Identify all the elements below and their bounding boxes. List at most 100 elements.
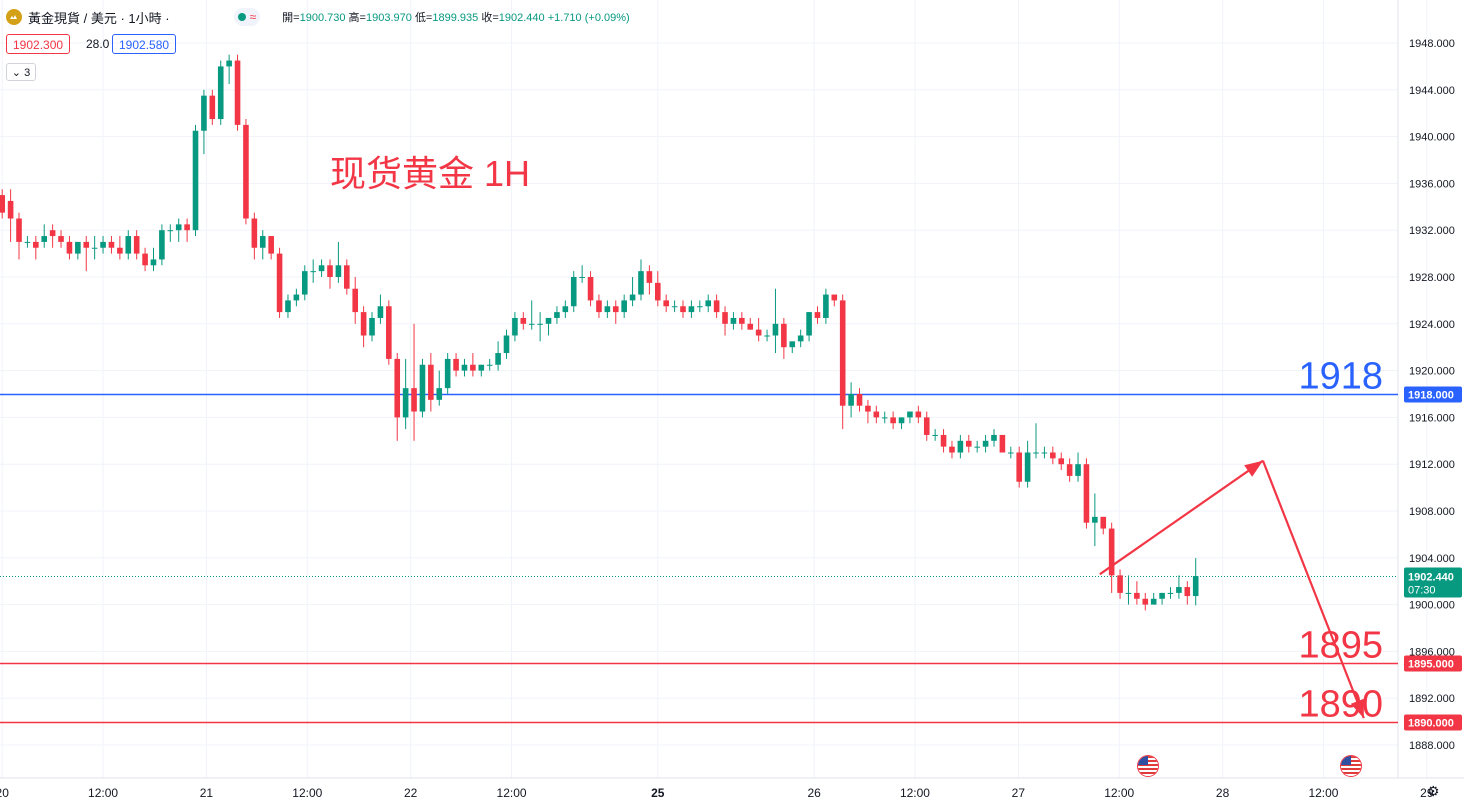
- last-price-tag: [1404, 567, 1462, 598]
- candle-body: [125, 236, 132, 254]
- candle-body: [419, 364, 426, 412]
- candle-body: [503, 335, 510, 354]
- us-flag-icon[interactable]: [1138, 756, 1158, 776]
- y-tick-label: 1944.000: [1409, 85, 1455, 97]
- candle-body: [739, 317, 745, 324]
- candle-body: [234, 60, 241, 125]
- candle-body: [377, 306, 384, 318]
- annotation-title: 现货黄金 1H: [330, 153, 530, 194]
- candle-body: [411, 388, 417, 412]
- indicators-collapse-button[interactable]: ⌄ 3: [6, 63, 36, 81]
- candle-body: [1117, 575, 1123, 593]
- gear-icon[interactable]: ⚙: [1427, 783, 1440, 799]
- candle-body: [16, 218, 22, 242]
- candle-body: [133, 236, 140, 254]
- symbol-title[interactable]: 黃金現貨 / 美元 · 1小時 ·: [28, 10, 170, 26]
- y-tick-label: 1912.000: [1409, 459, 1455, 471]
- candle-body: [251, 218, 258, 248]
- low-value: 1899.935: [432, 12, 479, 24]
- candle-body: [747, 323, 754, 330]
- candle-body: [856, 394, 863, 406]
- projection-arrow: [1261, 460, 1365, 719]
- candle-body: [1058, 458, 1065, 465]
- candle-body: [528, 323, 535, 325]
- candle-body: [33, 241, 39, 248]
- candle-body: [755, 329, 762, 336]
- open-label: 開=: [282, 12, 300, 24]
- candle-body: [436, 388, 443, 400]
- candle-body: [461, 364, 468, 371]
- candle-body: [579, 277, 585, 278]
- candle-body: [554, 312, 560, 318]
- x-tick-label: 12:00: [88, 786, 118, 800]
- ohlc-legend: 開=1900.730 高=1903.970 低=1899.935 收=1902.…: [282, 9, 630, 25]
- candle-body: [974, 446, 980, 448]
- candle-body: [1024, 452, 1031, 482]
- candle-body: [932, 434, 938, 436]
- candle-body: [1083, 464, 1090, 523]
- x-tick-label: 12:00: [1104, 786, 1134, 800]
- candle-body: [1050, 452, 1056, 459]
- candle-body: [259, 236, 266, 248]
- candle-body: [1134, 592, 1140, 599]
- open-value: 1900.730: [299, 12, 346, 24]
- y-tick-label: 1904.000: [1409, 553, 1455, 565]
- y-tick-label: 1896.000: [1409, 646, 1455, 658]
- candle-body: [1159, 592, 1165, 599]
- candle-body: [940, 434, 947, 447]
- candle-body: [520, 317, 527, 324]
- candle-body: [360, 312, 367, 336]
- candle-body: [621, 300, 627, 313]
- high-label: 高=: [348, 12, 366, 24]
- candle-body: [772, 323, 779, 336]
- candle-body: [394, 358, 401, 418]
- x-tick-label: 22: [404, 786, 418, 800]
- candle-body: [688, 306, 695, 313]
- candle-body: [604, 306, 611, 313]
- spread-value: 28.0: [86, 37, 110, 51]
- level-price-tag: [1404, 655, 1462, 672]
- low-label: 低=: [414, 12, 433, 24]
- x-tick-label: 26: [807, 786, 821, 800]
- candle-body: [713, 300, 720, 313]
- candle-body: [453, 358, 459, 371]
- y-tick-label: 1916.000: [1409, 412, 1455, 424]
- buy-price-button[interactable]: 1902.580: [112, 34, 177, 54]
- us-flag-icon[interactable]: [1341, 756, 1361, 776]
- candle-body: [789, 341, 796, 348]
- candle-body: [209, 95, 216, 120]
- candle-body: [1108, 528, 1115, 576]
- market-status-toggle[interactable]: ≈: [233, 8, 261, 26]
- candle-body: [243, 124, 249, 219]
- level-label: 1918: [1298, 356, 1383, 398]
- candle-body: [705, 300, 712, 307]
- sell-price-button[interactable]: 1902.300: [6, 34, 71, 54]
- candle-body: [545, 317, 552, 324]
- candle-body: [797, 335, 804, 342]
- x-tick-label: 25: [651, 786, 665, 800]
- candle-body: [907, 411, 913, 418]
- candle-body: [512, 317, 518, 336]
- candle-body: [839, 300, 846, 406]
- candle-body: [108, 241, 115, 248]
- candle-body: [1075, 464, 1081, 476]
- candle-body: [192, 130, 199, 231]
- candle-body: [873, 411, 880, 418]
- x-tick-label: 27: [1012, 786, 1026, 800]
- candle-body: [587, 277, 594, 301]
- candle-body: [1033, 452, 1039, 454]
- candle-body: [596, 300, 602, 313]
- candle-body: [58, 236, 64, 242]
- level-price-tag-text: 1918.000: [1408, 390, 1454, 402]
- candle-body: [1176, 587, 1182, 593]
- candle-body: [831, 294, 838, 301]
- candle-body: [318, 265, 325, 272]
- candle-body: [41, 236, 48, 242]
- chevron-down-icon: ⌄: [11, 67, 22, 79]
- candle-body: [1016, 452, 1023, 482]
- x-tick-label: 12:00: [497, 786, 527, 800]
- y-tick-label: 1924.000: [1409, 319, 1455, 331]
- candle-body: [117, 247, 123, 254]
